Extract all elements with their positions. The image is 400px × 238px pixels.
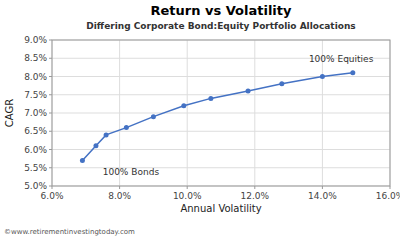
chart-svg: 6.0% 8.0% 10.0% 12.0% 14.0% 16.0% 5.0% 5.5% 6.0%… — [0, 0, 400, 238]
x-tick-label: 8.0% — [108, 191, 131, 201]
y-tick — [49, 167, 52, 168]
y-tick-label: 7.0% — [24, 108, 47, 118]
x-tick — [254, 186, 255, 189]
chart-container: 6.0% 8.0% 10.0% 12.0% 14.0% 16.0% 5.0% 5.5% 6.0%… — [0, 0, 400, 238]
plot-area — [80, 70, 355, 163]
y-tick-label: 5.5% — [24, 163, 47, 173]
x-tick — [322, 186, 323, 189]
annotations: 100% Bonds 100% Equities — [103, 54, 374, 177]
y-tick — [49, 113, 52, 114]
x-tick-label: 16.0% — [376, 191, 400, 201]
data-line — [82, 73, 352, 161]
grid — [52, 40, 390, 186]
watermark: ©www.retirementinvestingtoday.com — [4, 228, 135, 236]
data-point — [124, 125, 129, 130]
y-tick — [49, 186, 52, 187]
x-tick-label: 6.0% — [41, 191, 64, 201]
subtitle: Differing Corporate Bond:Equity Portfoli… — [86, 21, 355, 31]
y-tick — [49, 94, 52, 95]
x-tick-label: 12.0% — [241, 191, 270, 201]
axes: 6.0% 8.0% 10.0% 12.0% 14.0% 16.0% 5.0% 5.5% 6.0%… — [24, 35, 400, 201]
data-point — [208, 96, 213, 101]
x-tick — [187, 186, 188, 189]
y-tick-label: 7.5% — [24, 90, 47, 100]
annotation: 100% Equities — [309, 54, 374, 64]
y-tick-label: 8.0% — [24, 72, 47, 82]
plot-frame — [52, 40, 390, 186]
x-axis-label: Annual Volatility — [180, 203, 261, 214]
annotation: 100% Bonds — [103, 167, 160, 177]
data-point — [320, 74, 325, 79]
y-tick — [49, 76, 52, 77]
y-tick-label: 5.0% — [24, 181, 47, 191]
title: Return vs Volatility — [150, 3, 292, 18]
data-point — [93, 143, 98, 148]
data-point — [80, 158, 85, 163]
data-point — [104, 132, 109, 137]
data-point — [279, 81, 284, 86]
data-point — [246, 89, 251, 94]
data-point — [181, 103, 186, 108]
y-axis-label: CAGR — [4, 99, 15, 127]
y-tick-label: 6.5% — [24, 126, 47, 136]
y-tick — [49, 40, 52, 41]
y-tick-label: 9.0% — [24, 35, 47, 45]
x-tick-label: 10.0% — [173, 191, 202, 201]
y-tick — [49, 131, 52, 132]
y-tick-label: 6.0% — [24, 145, 47, 155]
y-grid-line — [52, 113, 390, 114]
y-tick-label: 8.5% — [24, 53, 47, 63]
x-tick — [390, 186, 391, 189]
y-grid-line — [52, 149, 390, 150]
y-grid-line — [52, 94, 390, 95]
y-tick — [49, 149, 52, 150]
data-point — [350, 70, 355, 75]
y-grid-line — [52, 76, 390, 77]
x-tick — [119, 186, 120, 189]
data-point — [151, 114, 156, 119]
x-tick-label: 14.0% — [308, 191, 337, 201]
y-grid-line — [52, 131, 390, 132]
y-tick — [49, 58, 52, 59]
